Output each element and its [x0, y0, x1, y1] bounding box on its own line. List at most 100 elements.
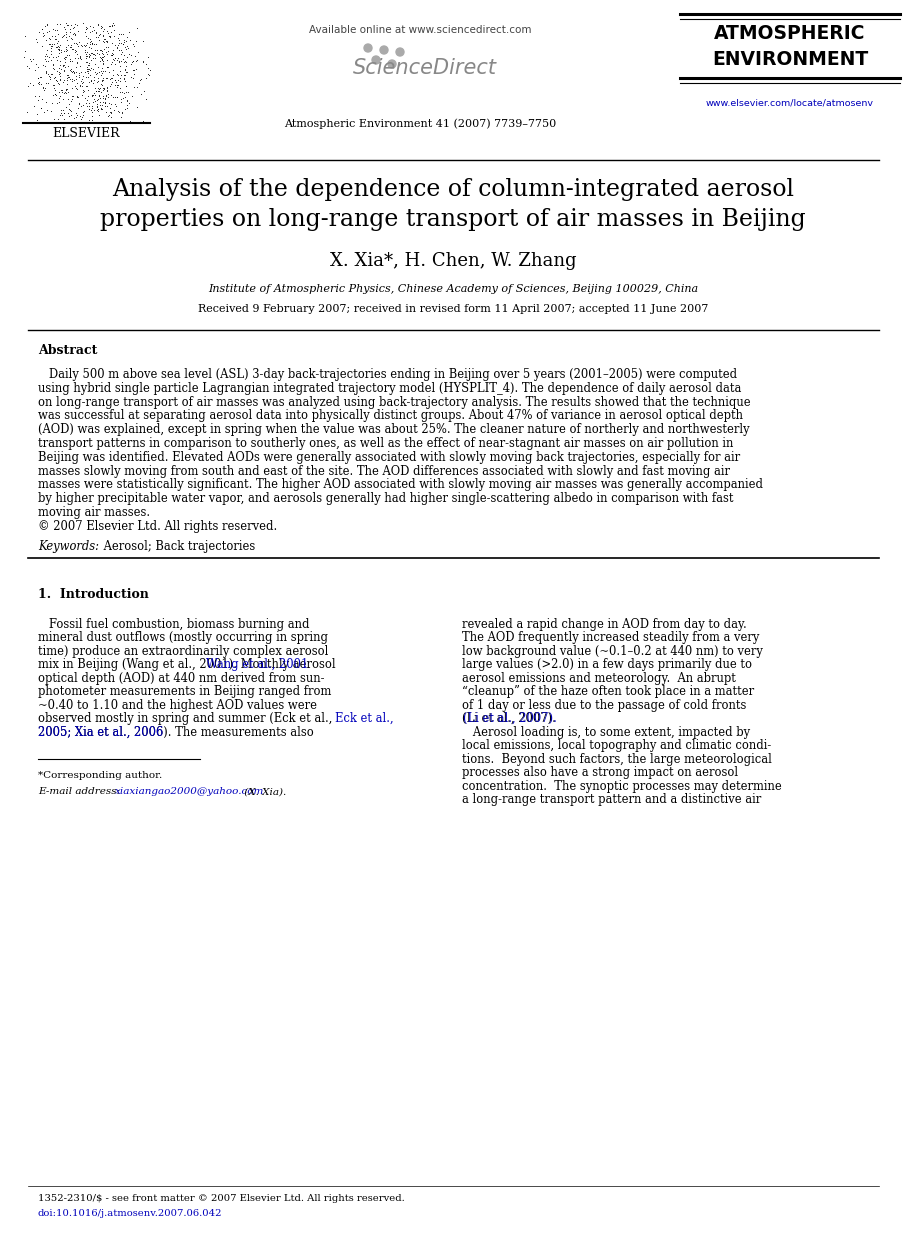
Point — [141, 58, 155, 78]
Point — [119, 31, 133, 51]
Point — [86, 84, 101, 104]
Point — [46, 47, 61, 67]
Point — [63, 100, 77, 120]
Point — [86, 73, 101, 93]
Point — [54, 42, 68, 62]
Text: Atmospheric Environment 41 (2007) 7739–7750: Atmospheric Environment 41 (2007) 7739–7… — [284, 118, 556, 129]
Text: time) produce an extraordinarily complex aerosol: time) produce an extraordinarily complex… — [38, 645, 328, 657]
Text: a long-range transport pattern and a distinctive air: a long-range transport pattern and a dis… — [462, 794, 761, 806]
Point — [84, 33, 99, 53]
Point — [53, 40, 67, 59]
Point — [117, 46, 132, 66]
Point — [95, 87, 110, 106]
Point — [46, 68, 61, 88]
Point — [97, 92, 112, 111]
Text: Institute of Atmospheric Physics, Chinese Academy of Sciences, Beijing 100029, C: Institute of Atmospheric Physics, Chines… — [208, 284, 698, 293]
Point — [38, 63, 53, 83]
Point — [29, 32, 44, 52]
Point — [112, 102, 126, 121]
Point — [93, 88, 107, 108]
Point — [112, 57, 127, 77]
Point — [50, 93, 64, 113]
Point — [81, 62, 95, 82]
Point — [92, 30, 106, 50]
Point — [62, 46, 76, 66]
Point — [78, 22, 93, 42]
Point — [36, 56, 51, 76]
Point — [81, 80, 95, 100]
Point — [93, 85, 107, 105]
Point — [111, 48, 125, 68]
Point — [108, 94, 122, 114]
Point — [68, 48, 83, 68]
Point — [63, 58, 78, 78]
Point — [55, 82, 70, 102]
Point — [100, 68, 114, 88]
Point — [60, 40, 74, 59]
Point — [70, 85, 84, 105]
Text: *Corresponding author.: *Corresponding author. — [38, 771, 162, 780]
Point — [68, 24, 83, 43]
Point — [57, 54, 72, 74]
Point — [98, 85, 112, 105]
Point — [24, 51, 39, 71]
Point — [48, 67, 63, 87]
Point — [93, 74, 108, 94]
Point — [101, 106, 115, 126]
Point — [76, 66, 91, 85]
Point — [94, 58, 109, 78]
Circle shape — [388, 59, 396, 68]
Point — [71, 36, 85, 56]
Point — [116, 35, 131, 54]
Point — [83, 69, 98, 89]
Point — [57, 50, 72, 69]
Point — [57, 48, 72, 68]
Point — [111, 74, 125, 94]
Point — [113, 41, 128, 61]
Point — [91, 102, 105, 121]
Point — [115, 35, 130, 54]
Point — [66, 62, 81, 82]
Point — [70, 73, 84, 93]
Point — [38, 57, 53, 77]
Point — [63, 50, 78, 69]
Point — [90, 100, 104, 120]
Point — [49, 71, 63, 90]
Point — [119, 77, 133, 97]
Point — [91, 15, 105, 35]
Point — [89, 33, 103, 53]
Point — [102, 93, 116, 113]
Point — [93, 98, 108, 118]
Point — [120, 98, 134, 118]
Point — [94, 61, 109, 80]
Point — [113, 51, 128, 71]
Point — [80, 42, 94, 62]
Point — [95, 76, 110, 95]
Point — [65, 87, 80, 106]
Text: Eck et al.,: Eck et al., — [335, 712, 394, 725]
Point — [100, 77, 114, 97]
Point — [53, 56, 67, 76]
Point — [125, 85, 140, 105]
Point — [52, 58, 66, 78]
Point — [64, 51, 79, 71]
Point — [67, 33, 82, 53]
Point — [112, 52, 126, 72]
Point — [84, 85, 99, 105]
Point — [60, 30, 74, 50]
Point — [55, 80, 70, 100]
Point — [46, 56, 61, 76]
Point — [76, 80, 91, 100]
Point — [97, 89, 112, 109]
Point — [56, 42, 71, 62]
Point — [31, 68, 45, 88]
Point — [50, 33, 64, 53]
Point — [49, 30, 63, 50]
Point — [66, 24, 81, 43]
Point — [63, 61, 78, 80]
Point — [56, 17, 71, 37]
Point — [129, 59, 143, 79]
Point — [59, 22, 73, 42]
Point — [83, 35, 97, 54]
Point — [68, 14, 83, 33]
